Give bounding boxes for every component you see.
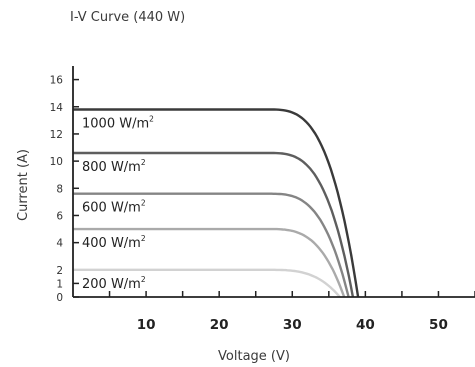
chart-title: I-V Curve (440 W) [70, 10, 185, 25]
x-axis-label: Voltage (V) [218, 349, 290, 364]
series-label: 200 W/m2 [82, 275, 146, 292]
x-tick-label: 10 [137, 317, 156, 333]
x-tick-label: 20 [210, 317, 229, 333]
series-label: 600 W/m2 [82, 199, 146, 216]
y-tick-label: 12 [50, 129, 63, 141]
curves [73, 108, 360, 298]
y-tick-label: 16 [50, 75, 64, 87]
y-tick-label: 4 [56, 238, 63, 250]
iv-curve-line [73, 268, 341, 298]
x-tick-label: 30 [283, 317, 302, 333]
iv-curve-line [73, 151, 355, 298]
y-tick-label: 14 [50, 102, 64, 114]
iv-curve-line [73, 227, 346, 298]
series-label: 400 W/m2 [82, 234, 146, 251]
y-tick-label: 1 [56, 278, 63, 290]
series-label: 1000 W/m2 [82, 114, 154, 131]
x-tick-label: 50 [429, 317, 448, 333]
series-label: 800 W/m2 [82, 158, 146, 175]
x-tick-label: 40 [356, 317, 375, 333]
y-tick-label: 2 [56, 265, 63, 277]
y-axis-ticks: 0 12 4 6 8 10 12 14 16 [50, 75, 79, 304]
y-tick-label: 8 [56, 183, 63, 195]
series-labels: 1000 W/m2 800 W/m2 600 W/m2 400 W/m2 200 W/m… [82, 114, 154, 291]
y-tick-label: 10 [50, 156, 63, 168]
y-tick-label: 0 [56, 292, 63, 304]
x-axis-ticks: 10 20 30 40 50 [108, 291, 475, 333]
y-tick-label: 6 [56, 210, 63, 222]
y-axis-label: Current (A) [16, 149, 31, 221]
iv-curve-line [73, 192, 350, 298]
iv-curve-line [73, 108, 360, 298]
